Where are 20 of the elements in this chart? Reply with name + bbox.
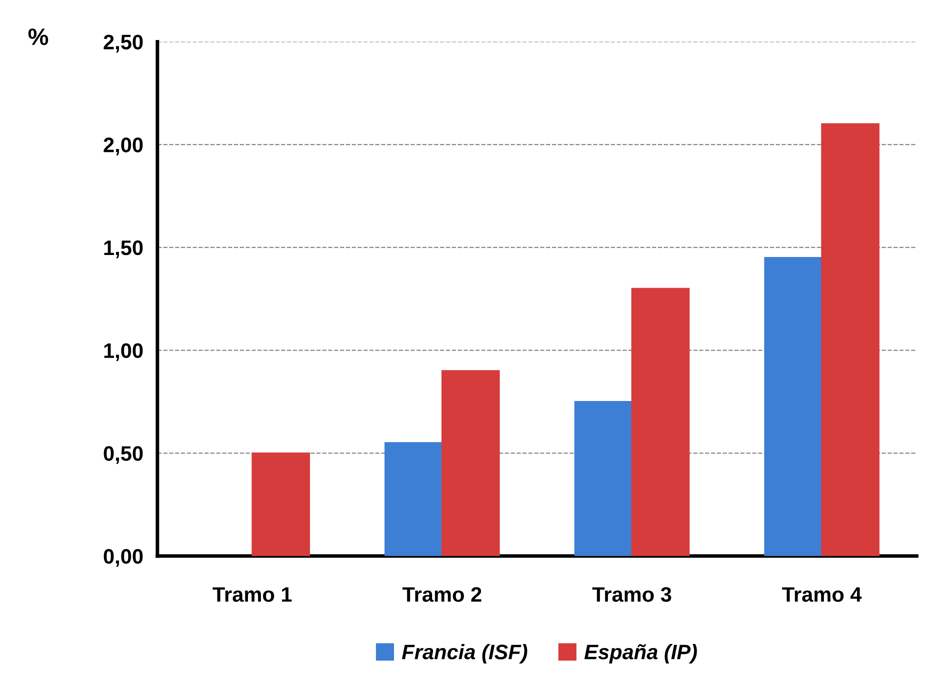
- y-tick-label: 1,50: [104, 240, 143, 258]
- bar: [384, 442, 443, 556]
- bar: [252, 452, 310, 556]
- y-tick-label: 0,00: [104, 549, 143, 567]
- legend-label: Francia (ISF): [402, 644, 528, 664]
- y-axis-title: %: [28, 28, 48, 46]
- x-tick-label: Tramo 4: [782, 587, 862, 602]
- bar: [821, 123, 880, 556]
- y-tick-label: 0,50: [104, 446, 143, 464]
- y-tick-label: 2,50: [104, 34, 143, 52]
- bar: [764, 257, 823, 556]
- y-tick-label: 2,00: [104, 138, 143, 156]
- x-tick-label: Tramo 2: [402, 587, 482, 602]
- legend-label: España (IP): [584, 644, 697, 664]
- bar: [441, 370, 500, 556]
- bar: [574, 401, 633, 556]
- bar: [631, 288, 690, 556]
- x-tick-label: Tramo 3: [592, 587, 672, 602]
- x-tick-label: Tramo 1: [212, 587, 292, 602]
- y-tick-label: 1,00: [104, 343, 143, 362]
